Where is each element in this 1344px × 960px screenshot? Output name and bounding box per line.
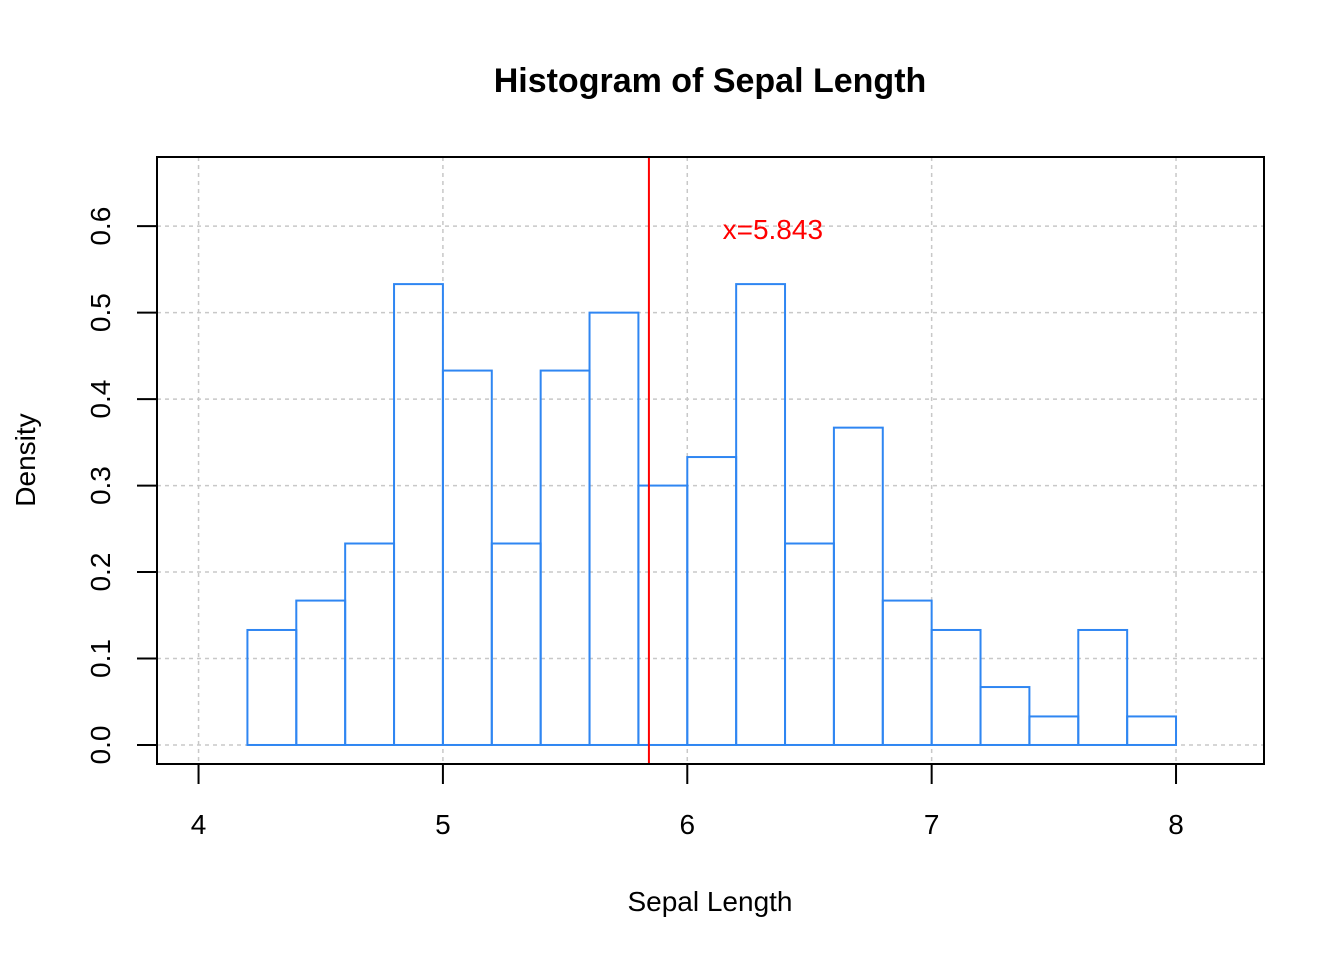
histogram-bar (686, 456, 738, 746)
mean-line-group: x=5.843 (647, 157, 823, 764)
histogram-bar (393, 283, 444, 746)
histogram-bar (881, 599, 933, 746)
x-tick-label: 7 (924, 809, 940, 840)
histogram-bars (246, 283, 1178, 746)
histogram-bar (735, 283, 787, 746)
histogram-bar (979, 686, 1031, 746)
histogram-bar (637, 484, 689, 746)
histogram-bar (246, 628, 298, 746)
x-axis-label: Sepal Length (627, 886, 792, 917)
y-tick-label: 0.2 (85, 553, 116, 592)
x-tick-label: 5 (435, 809, 451, 840)
y-tick-label: 0.0 (85, 726, 116, 765)
grid-lines (157, 157, 1264, 764)
y-tick-label: 0.5 (85, 293, 116, 332)
histogram-bar (344, 542, 396, 746)
histogram-bar (1077, 628, 1129, 746)
chart-title: Histogram of Sepal Length (494, 62, 927, 100)
x-axis: 4 5 6 7 8 (191, 763, 1184, 840)
y-axis-label: Density (10, 413, 41, 506)
y-axis: 0.0 0.1 0.2 0.3 0.4 0.5 0.6 (85, 207, 158, 765)
x-tick-label: 6 (679, 809, 695, 840)
histogram-bar (784, 542, 835, 746)
y-tick-label: 0.3 (85, 466, 116, 505)
x-tick-label: 4 (191, 809, 207, 840)
histogram-bar (930, 628, 982, 746)
mean-line-label: x=5.843 (723, 214, 823, 245)
histogram-bar (1126, 715, 1178, 746)
y-tick-label: 0.1 (85, 639, 116, 678)
y-tick-label: 0.4 (85, 380, 116, 419)
plot-frame (156, 156, 1265, 765)
histogram-bar (1028, 715, 1080, 746)
histogram-bar (490, 542, 542, 746)
histogram-bar (441, 369, 493, 746)
x-tick-label: 8 (1168, 809, 1184, 840)
histogram-bar (539, 369, 591, 746)
histogram-bar (832, 426, 884, 746)
histogram-bar (295, 599, 347, 746)
y-tick-label: 0.6 (85, 207, 116, 246)
histogram-bar (588, 311, 640, 746)
